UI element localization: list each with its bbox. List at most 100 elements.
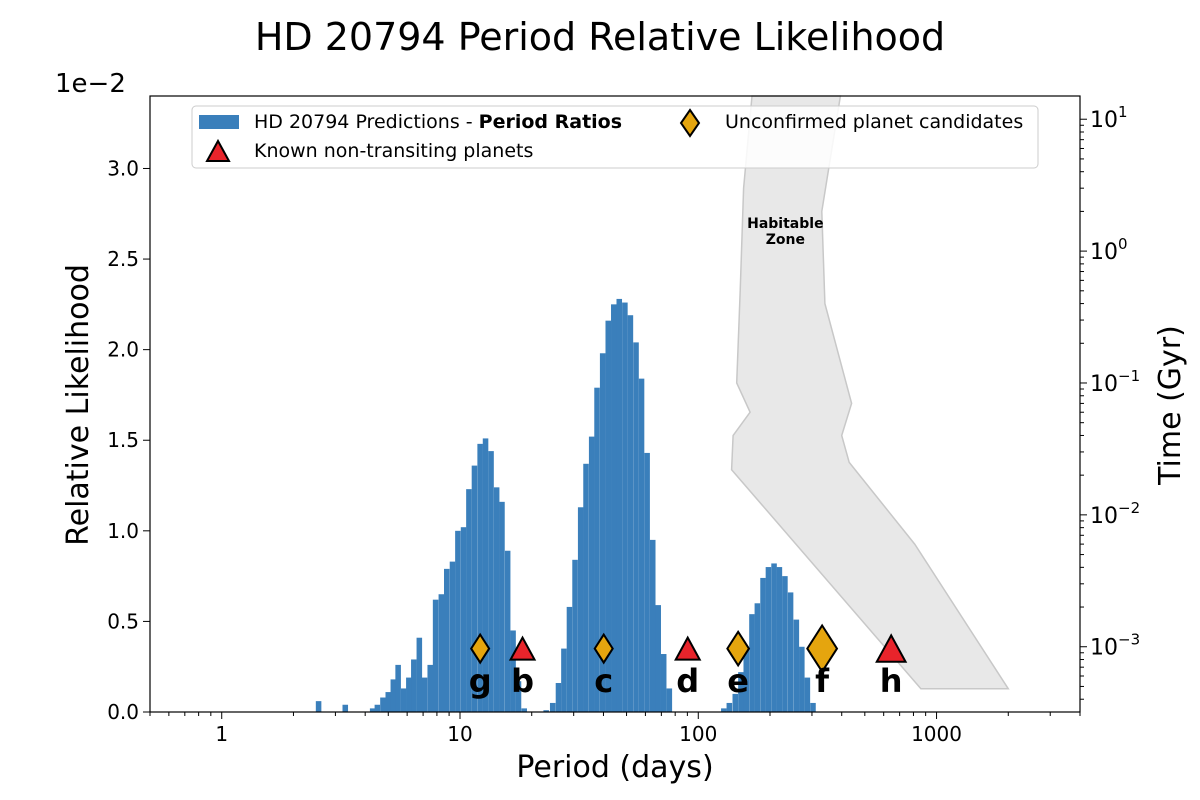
histogram-bar [438, 594, 445, 712]
histogram-bar [765, 567, 772, 712]
histogram-bar [521, 708, 527, 712]
histogram-bar [488, 451, 494, 712]
y-tick-label: 1.5 [107, 428, 139, 452]
histogram-bar [406, 677, 412, 712]
planet-e-diamond-icon [726, 629, 751, 668]
histogram-bar [444, 568, 450, 712]
histogram-bar [804, 677, 811, 712]
histogram-bar [395, 664, 401, 712]
y-tick-label: 0.0 [107, 700, 139, 724]
y2-tick-label: 10−3 [1090, 631, 1140, 661]
y-tick-label: 0.5 [107, 609, 139, 633]
planet-c-diamond-icon [593, 632, 614, 665]
planet-g-diamond-icon [469, 632, 491, 665]
planet-b-label: b [511, 662, 534, 700]
histogram-bar [594, 387, 600, 712]
histogram-bar [400, 688, 407, 712]
histogram-bar [649, 539, 656, 712]
histogram-bar [416, 637, 423, 712]
y2-tick-label: 10−1 [1090, 367, 1140, 397]
planet-f-diamond-icon [806, 623, 839, 674]
histogram-bar [471, 465, 478, 712]
histogram-bar [493, 487, 500, 712]
histogram-bar [432, 599, 439, 712]
histogram-bar [616, 298, 623, 712]
histogram-bar [390, 679, 397, 712]
histogram-bar [374, 704, 381, 712]
planet-d-triangle-icon [674, 635, 702, 661]
habitable-zone-label-line1: Habitable [747, 216, 823, 232]
histogram-bar [660, 654, 667, 712]
planet-h-triangle-icon [875, 633, 908, 663]
histogram-bar [760, 577, 766, 712]
histogram-bar [369, 708, 376, 712]
y-offset-text: 1e−2 [55, 69, 126, 99]
histogram-bar [583, 463, 589, 712]
histogram-bar [743, 646, 750, 712]
y2-tick-label: 100 [1090, 235, 1128, 265]
legend-bar-swatch [199, 115, 239, 129]
histogram-bar [627, 315, 634, 712]
histogram-bar [421, 677, 428, 712]
y-tick-label: 2.5 [107, 247, 139, 271]
legend-triangle-icon [205, 138, 231, 162]
histogram-bar [561, 648, 567, 712]
histogram-bar [611, 304, 617, 712]
histogram-bar [449, 561, 456, 712]
histogram-bar [549, 702, 556, 712]
histogram-bar [810, 702, 816, 712]
histogram-bar [572, 559, 578, 712]
planet-f-label: f [815, 662, 830, 700]
histogram-bar [380, 697, 386, 712]
histogram-bar [721, 708, 727, 712]
x-tick-label: 1 [215, 722, 228, 746]
planet-d-label: d [676, 662, 699, 700]
histogram-bar [577, 507, 584, 712]
y2-axis-label: Time (Gyr) [1153, 325, 1188, 486]
y-tick-label: 2.0 [107, 338, 139, 362]
histogram-bar [543, 710, 549, 712]
histogram-bar [666, 688, 673, 712]
y-tick-label: 1.0 [107, 519, 139, 543]
histogram-bar [510, 630, 516, 712]
histogram-bar [342, 704, 349, 712]
legend-predictions-label: HD 20794 Predictions - Period Ratios [254, 111, 622, 133]
histogram-bars [315, 298, 816, 712]
x-tick-label: 100 [679, 722, 717, 746]
histogram-bar [515, 681, 522, 712]
legend-box [191, 105, 1039, 169]
legend-diamond-icon [679, 108, 701, 138]
histogram-bar [482, 438, 489, 712]
histogram-bar [799, 646, 805, 712]
histogram-bar [622, 302, 628, 712]
histogram-bar [782, 576, 788, 712]
histogram-bar [771, 563, 777, 712]
histogram-bar [385, 692, 392, 712]
histogram-bar [644, 452, 650, 712]
histogram-bar [655, 605, 661, 712]
y2-axis-ticks: 10−3 10−2 10−1 100 101 [1080, 103, 1140, 700]
x-axis-label: Period (days) [516, 750, 713, 785]
histogram-bar [499, 501, 505, 712]
y2-tick-label: 10−2 [1090, 499, 1140, 529]
histogram-bar [749, 614, 755, 712]
x-tick-label: 10 [447, 722, 472, 746]
x-axis-ticks: 1 10 100 1000 [149, 712, 1081, 746]
legend-known-label: Known non-transiting planets [254, 140, 533, 162]
histogram-bar [633, 342, 639, 712]
x-tick-label: 1000 [911, 722, 962, 746]
histogram-bar [555, 683, 562, 712]
y2-tick-label: 101 [1090, 103, 1128, 133]
histogram-bar [776, 567, 783, 712]
y-tick-label: 3.0 [107, 156, 139, 180]
histogram-bar [738, 672, 744, 712]
histogram-bar [732, 693, 739, 712]
y-axis-label: Relative Likelihood [61, 264, 96, 546]
histogram-bar [315, 701, 322, 712]
legend: HD 20794 Predictions - Period Ratios Unc… [191, 105, 1039, 169]
planet-g-label: g [469, 662, 492, 700]
planet-h-label: h [880, 662, 903, 700]
histogram-bar [787, 592, 794, 712]
histogram-bar [455, 530, 461, 712]
